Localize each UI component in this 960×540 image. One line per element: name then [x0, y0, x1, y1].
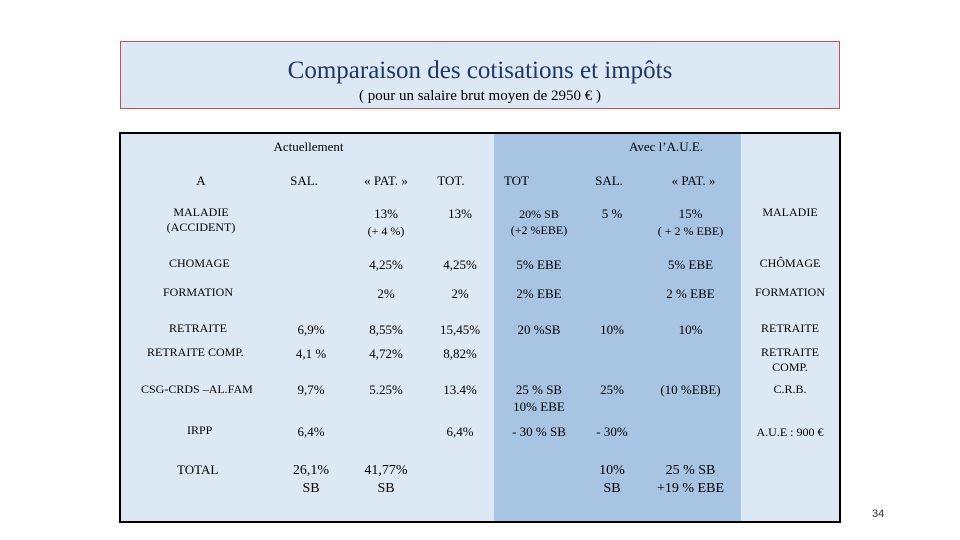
col-header-sal-aue: SAL.: [595, 173, 623, 188]
right-label-aue-amount: A.U.E : 900 €: [756, 425, 824, 439]
cell-retraite-sal-aue: 10%: [600, 322, 624, 337]
page-number: 34: [872, 508, 885, 520]
row-label-maladie: MALADIE: [173, 205, 229, 219]
cell-total-pat: 41,77%: [364, 463, 408, 478]
row-label-chomage: CHOMAGE: [169, 256, 230, 270]
cell-csg-tot-aue-2: 10% EBE: [513, 399, 565, 414]
cell-retraite-comp-tot: 8,82%: [443, 346, 477, 361]
comparison-table: Actuellement Avec l’A.U.E. A SAL. « PAT.…: [119, 132, 841, 523]
cell-csg-pat: 5.25%: [369, 382, 403, 397]
cell-total-sal: 26,1%: [292, 463, 330, 478]
cell-formation-tot-aue: 2% EBE: [516, 286, 562, 301]
cell-csg-tot: 13.4%: [443, 382, 477, 397]
right-label-crb: C.R.B.: [773, 382, 807, 396]
row-label-csg: CSG-CRDS –AL.FAM: [141, 382, 253, 396]
cell-total-pat-aue-2: +19 % EBE: [657, 481, 724, 496]
cell-total-sal-unit: SB: [302, 481, 320, 496]
cell-chomage-tot: 4,25%: [443, 257, 477, 272]
cell-csg-sal: 9,7%: [297, 382, 325, 397]
cell-total-pat-aue: 25 % SB: [665, 463, 716, 478]
row-label-irpp: IRPP: [187, 423, 213, 437]
cell-formation-pat-aue: 2 % EBE: [666, 286, 715, 301]
cell-maladie-tot: 13%: [448, 206, 472, 221]
row-label-total: TOTAL: [177, 462, 219, 477]
cell-total-pat-unit: SB: [377, 481, 395, 496]
right-label-retraite-comp-2: COMP.: [772, 360, 808, 374]
column-pat-aue: [640, 167, 741, 521]
row-label-retraite-comp: RETRAITE COMP.: [147, 345, 244, 359]
page-title: Comparaison des cotisations et impôts: [287, 57, 673, 84]
right-label-retraite-comp: RETRAITE: [761, 345, 819, 359]
header-band-right: [494, 134, 741, 167]
cell-chomage-pat: 4,25%: [369, 257, 403, 272]
row-label-accident: (ACCIDENT): [166, 220, 236, 234]
cell-maladie-pat: 13%: [374, 206, 398, 221]
cell-retraite-pat-aue: 10%: [678, 322, 703, 337]
cell-irpp-tot: 6,4%: [446, 424, 474, 439]
col-header-pat: « PAT. »: [364, 173, 408, 188]
col-header-pat-aue: « PAT. »: [671, 173, 716, 188]
cell-retraite-pat: 8,55%: [369, 322, 403, 337]
col-header-sal: SAL.: [290, 173, 318, 188]
cell-maladie-pat-aue-note: ( + 2 % EBE): [657, 224, 724, 238]
cell-irpp-sal-aue: - 30%: [596, 424, 628, 439]
cell-csg-tot-aue: 25 % SB: [515, 382, 563, 397]
header-band-right-end: [741, 134, 839, 167]
right-label-formation: FORMATION: [754, 285, 825, 299]
page-subtitle: ( pour un salaire brut moyen de 2950 € ): [358, 88, 602, 104]
cell-retraite-tot-aue: 20 %SB: [517, 322, 561, 337]
cell-retraite-comp-pat: 4,72%: [369, 346, 403, 361]
cell-maladie-tot-aue-note: (+2 %EBE): [510, 223, 568, 237]
row-label-formation: FORMATION: [163, 285, 234, 299]
cell-csg-pat-aue: (10 %EBE): [660, 382, 721, 397]
right-label-chomage: CHÔMAGE: [759, 256, 821, 270]
cell-retraite-sal: 6,9%: [297, 322, 325, 337]
column-tot-aue: [494, 167, 584, 521]
group-header-current: Actuellement: [273, 139, 344, 154]
cell-csg-sal-aue: 25%: [600, 382, 624, 397]
cell-formation-pat: 2%: [377, 286, 395, 301]
cell-retraite-comp-sal: 4,1 %: [295, 346, 327, 361]
cell-irpp-sal: 6,4%: [297, 424, 325, 439]
header-band-left: [121, 134, 494, 167]
right-label-maladie: MALADIE: [762, 205, 818, 219]
cell-formation-tot: 2%: [451, 286, 469, 301]
col-header-a: A: [196, 173, 206, 188]
col-header-tot-aue: TOT: [503, 173, 530, 188]
cell-total-sal-aue: 10%: [599, 463, 625, 478]
cell-maladie-pat-note: (+ 4 %): [367, 224, 405, 238]
right-label-retraite: RETRAITE: [761, 321, 819, 335]
group-header-aue: Avec l’A.U.E.: [628, 139, 704, 154]
cell-maladie-pat-aue: 15%: [678, 206, 703, 221]
cell-chomage-pat-aue: 5% EBE: [667, 257, 714, 272]
title-box: Comparaison des cotisations et impôts ( …: [120, 41, 840, 109]
column-sal-aue: [584, 167, 640, 521]
cell-maladie-tot-aue: 20% SB: [519, 207, 559, 221]
cell-irpp-tot-aue: - 30 % SB: [512, 424, 566, 439]
cell-total-sal-aue-unit: SB: [603, 481, 621, 496]
cell-maladie-sal-aue: 5 %: [601, 206, 623, 221]
cell-chomage-tot-aue: 5% EBE: [516, 257, 562, 272]
row-label-retraite: RETRAITE: [169, 321, 227, 335]
cell-retraite-tot: 15,45%: [439, 322, 481, 337]
col-header-tot: TOT.: [437, 173, 465, 188]
